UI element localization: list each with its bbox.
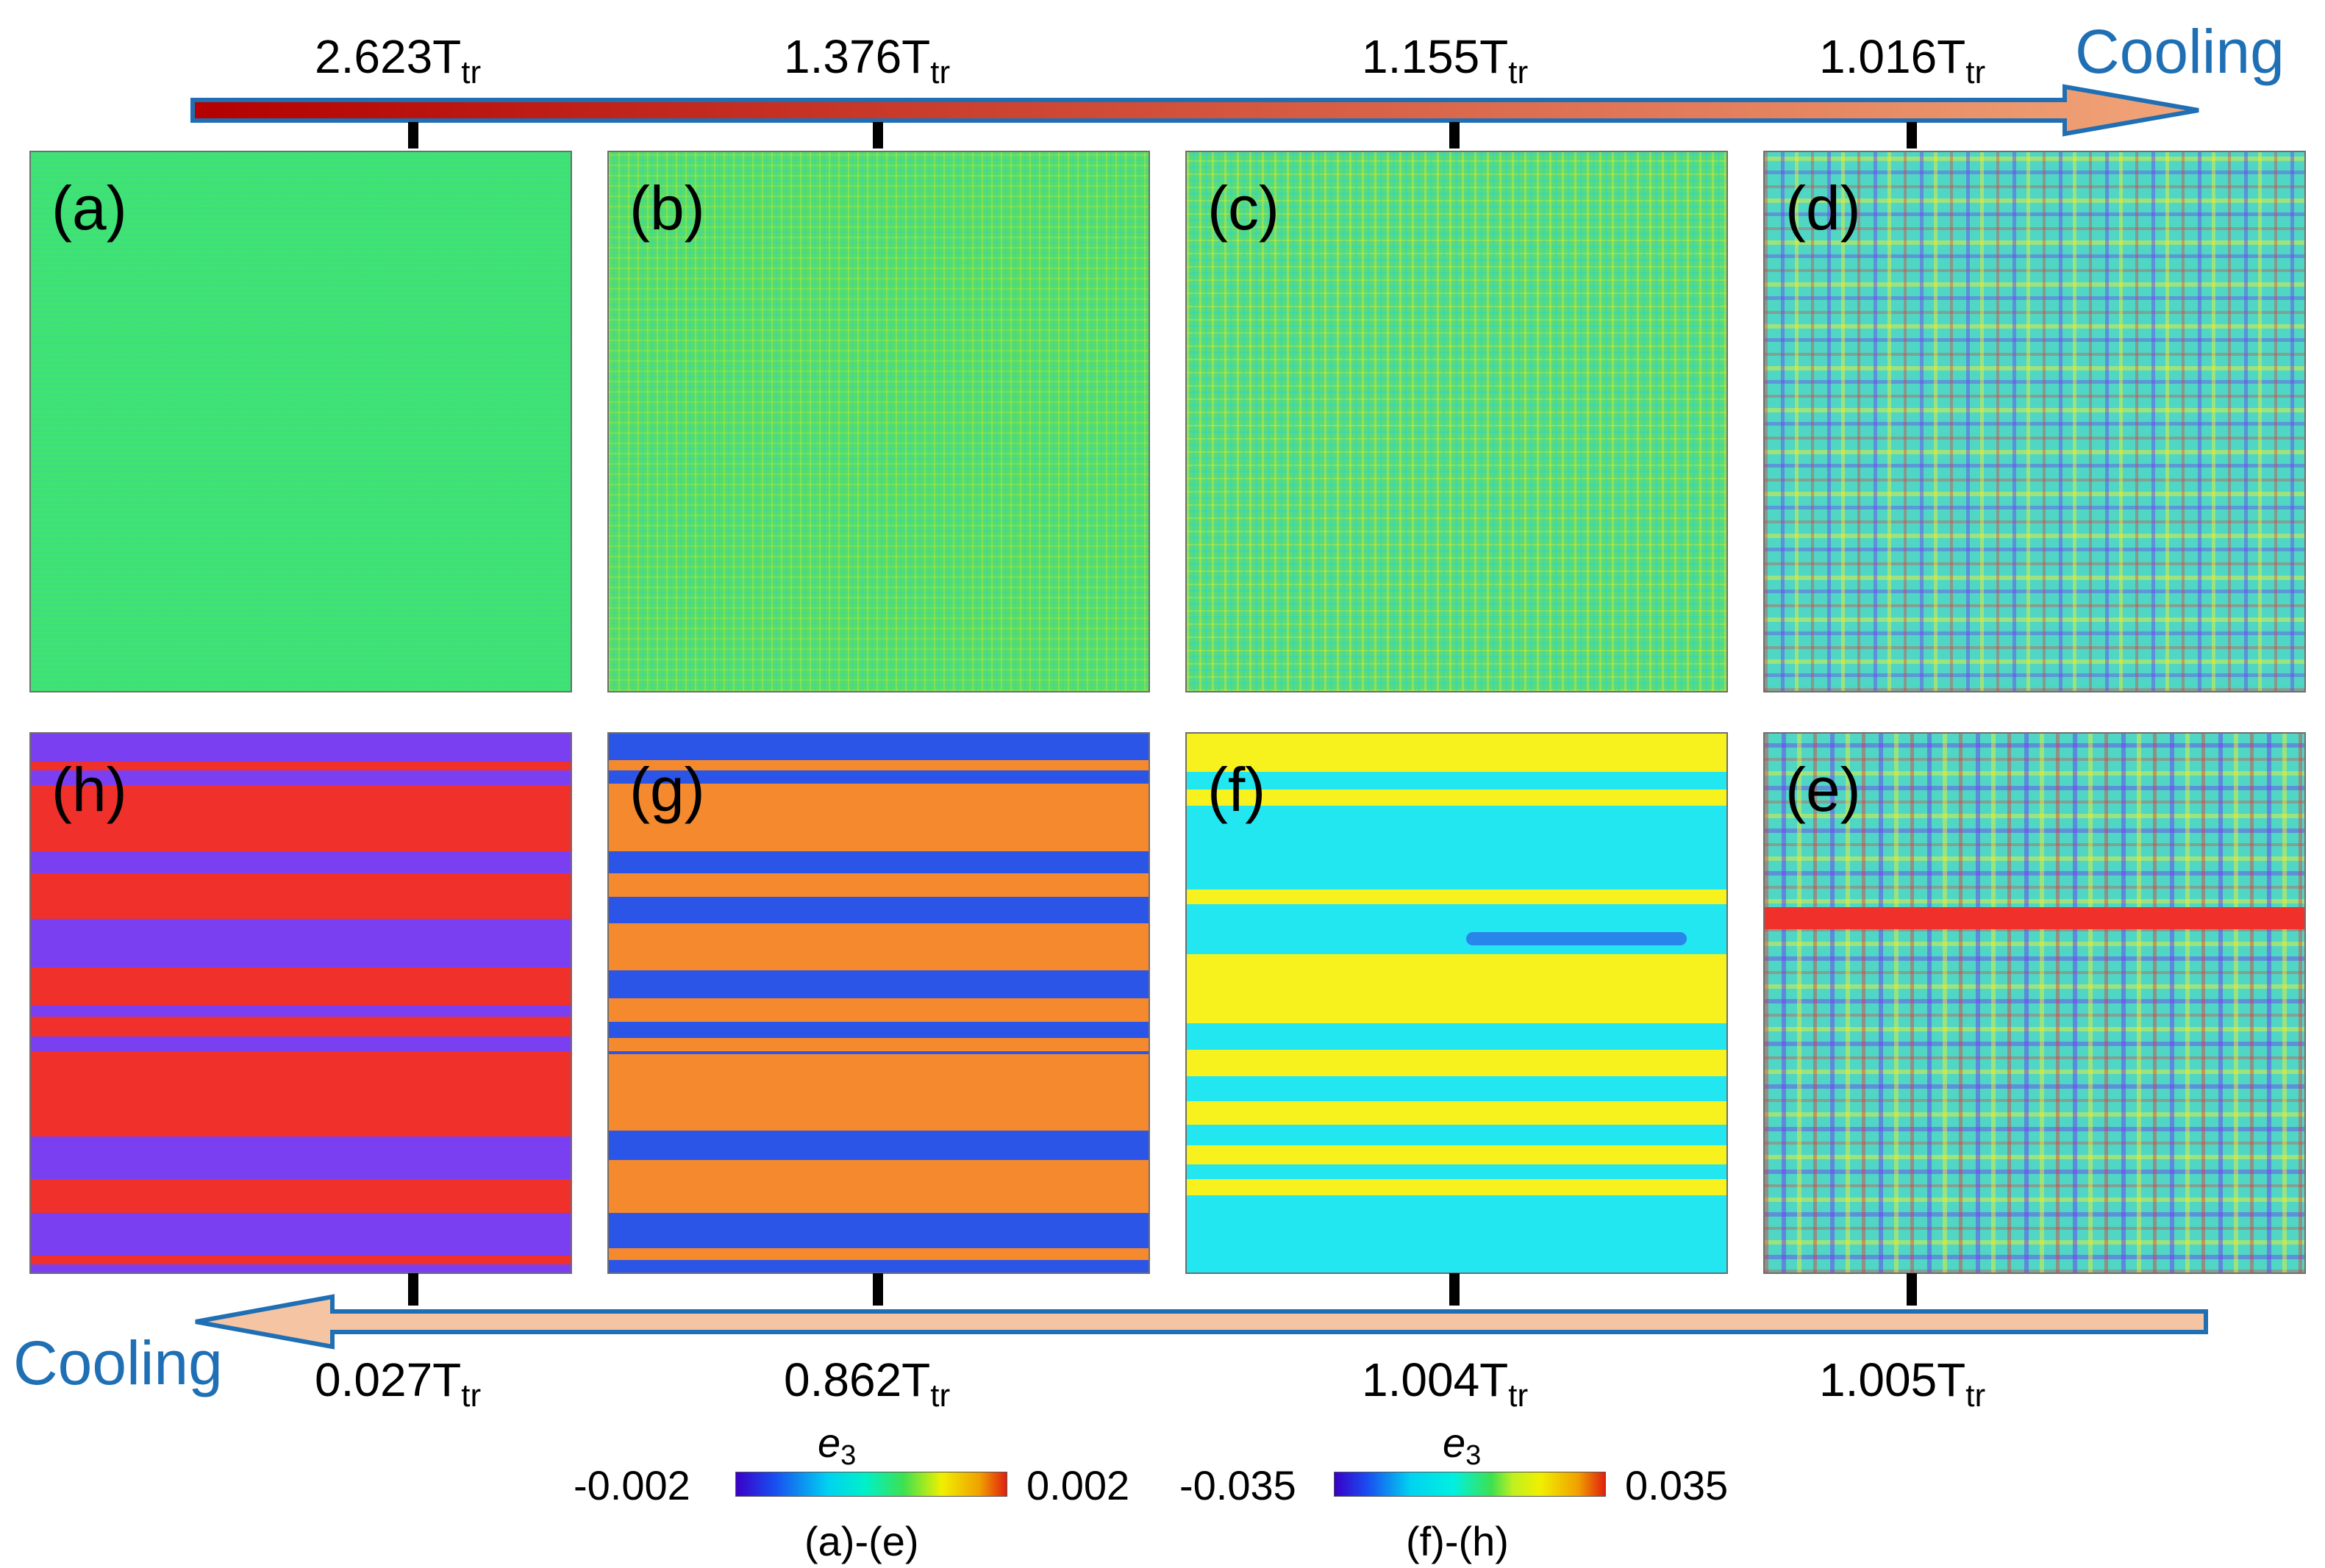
panel-h: (h) (29, 732, 572, 1274)
colorbar-2 (1334, 1472, 1606, 1497)
bottom-cooling-arrow (0, 1279, 2325, 1367)
panel-g: (g) (607, 732, 1150, 1274)
top-cooling-arrow (0, 0, 2325, 147)
panel-label-b: (b) (629, 173, 705, 243)
top-tick-d (1907, 122, 1917, 148)
top-tick-a (408, 122, 418, 148)
colorbar-1-symbol: e3 (818, 1420, 857, 1471)
top-temp-1: 2.623Ttr (315, 30, 482, 90)
bottom-tick-f (1449, 1273, 1460, 1306)
panel-d: (d) (1763, 151, 2306, 692)
top-cooling-label: Cooling (2075, 17, 2285, 86)
bottom-temp-1: 0.027Ttr (315, 1353, 482, 1414)
bottom-temp-2: 0.862Ttr (784, 1353, 951, 1414)
top-temp-3: 1.155Ttr (1362, 30, 1529, 90)
top-tick-b (873, 122, 883, 148)
top-temp-4: 1.016Ttr (1819, 30, 1986, 90)
bottom-tick-g (873, 1273, 883, 1306)
colorbar-1-range: (a)-(e) (804, 1518, 919, 1564)
panel-label-h: (h) (51, 755, 127, 824)
colorbar-1 (735, 1472, 1007, 1497)
bottom-cooling-label: Cooling (13, 1328, 223, 1397)
bottom-temp-3: 1.004Ttr (1362, 1353, 1529, 1414)
colorbar-2-range: (f)-(h) (1406, 1518, 1509, 1564)
bottom-temp-4: 1.005Ttr (1819, 1353, 1986, 1414)
panel-b: (b) (607, 151, 1150, 692)
colorbar-1-max: 0.002 (1026, 1462, 1130, 1508)
panel-label-e: (e) (1785, 755, 1861, 824)
top-tick-c (1449, 122, 1460, 148)
panel-label-a: (a) (51, 173, 127, 243)
colorbar-2-max: 0.035 (1625, 1462, 1729, 1508)
colorbar-1-min: -0.002 (574, 1462, 690, 1508)
bottom-tick-e (1907, 1273, 1917, 1306)
colorbar-2-symbol: e3 (1443, 1420, 1482, 1471)
panel-e: (e) (1763, 732, 2306, 1274)
panel-f-streak (1466, 932, 1687, 945)
bottom-tick-h (408, 1273, 418, 1306)
panel-label-d: (d) (1785, 173, 1861, 243)
panel-a: (a) (29, 151, 572, 692)
panel-label-c: (c) (1207, 173, 1279, 243)
panel-label-g: (g) (629, 755, 705, 824)
top-temp-2: 1.376Ttr (784, 30, 951, 90)
panel-f: (f) (1185, 732, 1728, 1274)
panel-c: (c) (1185, 151, 1728, 692)
panel-label-f: (f) (1207, 755, 1266, 824)
colorbar-2-min: -0.035 (1179, 1462, 1296, 1508)
